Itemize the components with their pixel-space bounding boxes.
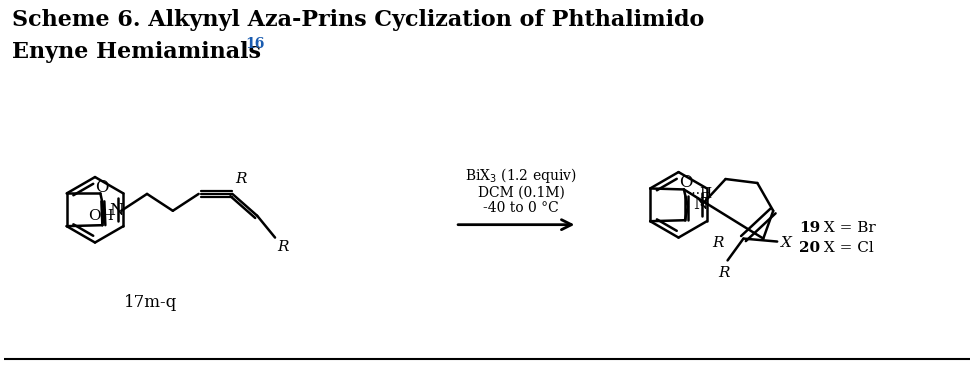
Text: OH: OH [89,209,114,223]
Text: R: R [718,266,730,280]
Text: Enyne Hemiaminals: Enyne Hemiaminals [12,41,261,63]
Text: X = Cl: X = Cl [819,241,874,254]
Text: Scheme 6. Alkynyl Aza-Prins Cyclization of Phthalimido: Scheme 6. Alkynyl Aza-Prins Cyclization … [12,9,704,31]
Text: DCM (0.1M): DCM (0.1M) [478,186,565,200]
Text: O: O [679,174,693,191]
Text: N: N [693,196,707,213]
Text: 17m-q: 17m-q [124,294,177,311]
Text: 16: 16 [244,37,264,51]
Text: R: R [712,235,724,250]
Text: N: N [109,202,124,219]
Text: X = Br: X = Br [819,221,876,235]
Text: 19: 19 [799,221,820,235]
Text: ···H: ···H [688,187,713,201]
Text: R: R [277,239,288,254]
Text: 20: 20 [799,241,820,254]
Text: BiX$_3$ (1.2 equiv): BiX$_3$ (1.2 equiv) [466,166,577,185]
Text: O: O [95,179,109,196]
Text: R: R [236,172,246,186]
Text: X: X [781,235,792,250]
Text: -40 to 0 °C: -40 to 0 °C [483,201,559,215]
